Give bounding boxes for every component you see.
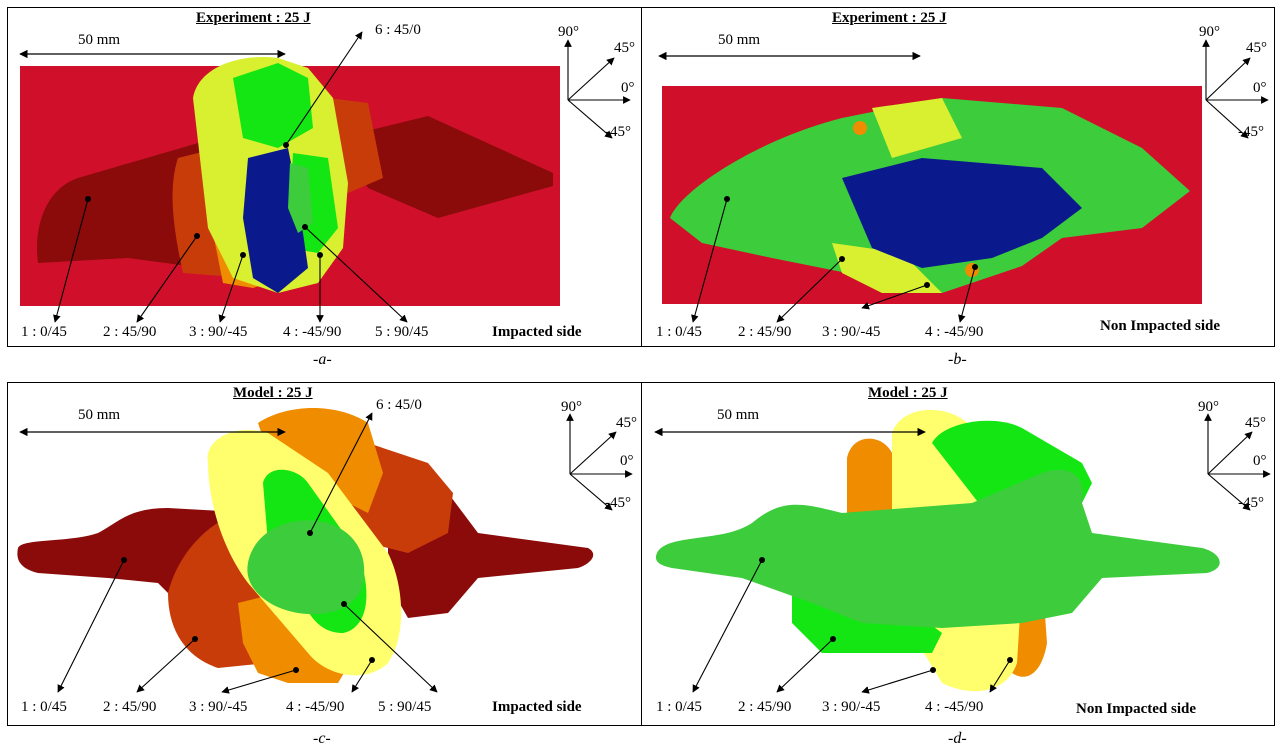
layer-4-spot (965, 263, 979, 277)
layer-1-region-right (338, 116, 553, 218)
layer-3-label: 3 : 90/-45 (189, 699, 248, 715)
layer-2-label: 2 : 45/90 (738, 324, 792, 340)
panel-c: Model : 25 J 50 mm 90° 45° 0° -45° 6 : 4… (7, 382, 642, 726)
layer-5-region (872, 98, 962, 158)
panel-b-title: Experiment : 25 J (832, 10, 947, 26)
angle-m45-label: -45° (605, 495, 631, 511)
angle-45-label: 45° (1245, 415, 1266, 431)
panel-c-side-label: Impacted side (492, 699, 582, 715)
layer-5-core (288, 163, 313, 233)
delam-blue-region (842, 158, 1082, 268)
panel-d-figure (655, 409, 1220, 692)
layer-3-label: 3 : 90/-45 (189, 324, 248, 340)
panel-c-top-layer-label: 6 : 45/0 (376, 397, 422, 413)
angle-0-label: 0° (620, 453, 634, 469)
layer-5-label: 5 : 90/45 (375, 324, 429, 340)
orange-spot (853, 121, 867, 135)
layer-1-label: 1 : 0/45 (656, 324, 702, 340)
angle-90-label: 90° (561, 399, 582, 415)
angle-m45-label: -45° (1238, 124, 1264, 140)
panel-d-side-label: Non Impacted side (1076, 701, 1197, 717)
layer-4-label: 4 : -45/90 (925, 699, 984, 715)
panel-b-figure (662, 86, 1202, 304)
layer-2-label: 2 : 45/90 (103, 324, 157, 340)
layer-4-label: 4 : -45/90 (925, 324, 984, 340)
caption-c: -c- (313, 730, 331, 747)
panel-a-title: Experiment : 25 J (196, 10, 311, 26)
layer-3-label: 3 : 90/-45 (822, 324, 881, 340)
layer-4-label: 4 : -45/90 (286, 699, 345, 715)
layer-2-label: 2 : 45/90 (738, 699, 792, 715)
layer-1-region (655, 469, 1220, 628)
layer-1-label: 1 : 0/45 (21, 324, 67, 340)
caption-d: -d- (948, 730, 967, 747)
panel-d-title: Model : 25 J (868, 385, 948, 401)
angle-90-label: 90° (1199, 24, 1220, 40)
panel-b-scale-label: 50 mm (718, 32, 761, 48)
panel-a-top-layer-label: 6 : 45/0 (375, 22, 421, 38)
angle-m45-label: -45° (1238, 495, 1264, 511)
caption-a: -a- (313, 351, 332, 368)
caption-b: -b- (948, 351, 967, 368)
angle-0-label: 0° (621, 80, 635, 96)
angle-0-label: 0° (1253, 80, 1267, 96)
layer-5-label: 5 : 90/45 (378, 699, 432, 715)
layer-6-core (247, 520, 365, 615)
panel-b: Experiment : 25 J 50 mm 90° 45° 0° -45° … (641, 7, 1275, 347)
angle-45-label: 45° (614, 40, 635, 56)
layer-1-label: 1 : 0/45 (21, 699, 67, 715)
panel-a-side-label: Impacted side (492, 324, 582, 340)
layer-4-label: 4 : -45/90 (283, 324, 342, 340)
layer-3-region (832, 243, 942, 293)
layer-1-label: 1 : 0/45 (656, 699, 702, 715)
panel-b-side-label: Non Impacted side (1100, 318, 1221, 334)
panel-d-scale-label: 50 mm (717, 407, 760, 423)
layer-2-label: 2 : 45/90 (103, 699, 157, 715)
angle-m45-label: -45° (605, 124, 631, 140)
angle-90-label: 90° (558, 24, 579, 40)
panel-c-scale-label: 50 mm (78, 407, 121, 423)
angle-45-label: 45° (616, 415, 637, 431)
panel-a: Experiment : 25 J 50 mm 90° 45° 0° -45° … (7, 7, 642, 347)
layer-3-label: 3 : 90/-45 (822, 699, 881, 715)
angle-45-label: 45° (1246, 40, 1267, 56)
panel-d: Model : 25 J 50 mm 90° 45° 0° -45° 1 : 0… (641, 382, 1275, 726)
panel-c-title: Model : 25 J (233, 385, 313, 401)
panel-a-scale-label: 50 mm (78, 32, 121, 48)
panel-a-figure (20, 57, 560, 306)
angle-0-label: 0° (1253, 453, 1267, 469)
angle-90-label: 90° (1198, 399, 1219, 415)
panel-c-figure (17, 408, 594, 683)
